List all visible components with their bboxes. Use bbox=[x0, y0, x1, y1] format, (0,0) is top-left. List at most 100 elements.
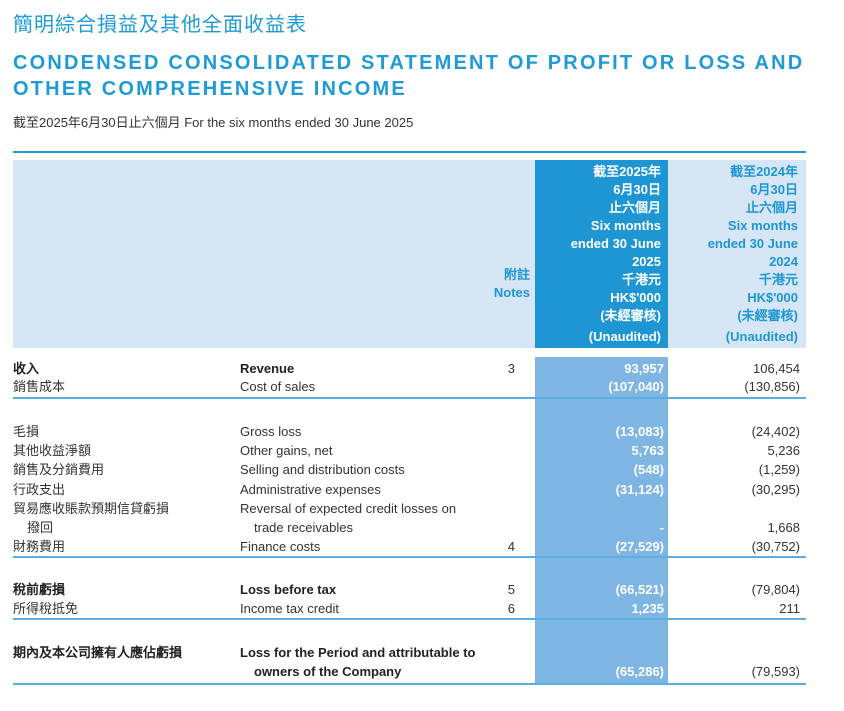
value-2025: 1,235 bbox=[631, 601, 664, 616]
header-col-2025: 截至2025年 6月30日止六個月 Six months ended 30 June 2… bbox=[535, 163, 661, 349]
header-2024-line: ended 30 June bbox=[707, 236, 798, 251]
table-row: 財務費用 Finance costs 4 (27,529) (30,752) bbox=[0, 537, 844, 556]
section-rule bbox=[13, 556, 806, 558]
label-zh: 貿易應收賬款預期信貸虧損 bbox=[13, 501, 170, 516]
label-en: owners of the Company bbox=[254, 664, 402, 679]
header-2025-line: (未經審核) bbox=[600, 308, 661, 323]
header-2024-line: (Unaudited) bbox=[725, 329, 798, 344]
note-ref: 5 bbox=[507, 582, 515, 597]
table-row: 行政支出 Administrative expenses (31,124) (30,2… bbox=[0, 480, 844, 499]
table-row: 銷售成本 Cost of sales (107,040) (130,856) bbox=[0, 377, 844, 396]
label-en: Reversal of expected credit losses on bbox=[240, 501, 457, 516]
top-rule bbox=[13, 151, 806, 153]
header-2025-line: ended 30 June bbox=[570, 236, 661, 251]
value-2025: - bbox=[659, 520, 664, 535]
section-rule bbox=[13, 618, 806, 620]
subtitle-period: 截至2025年6月30日止六個月 For the six months ende… bbox=[13, 115, 414, 130]
label-en: Finance costs bbox=[240, 539, 321, 554]
value-2025: (107,040) bbox=[608, 379, 664, 394]
header-2025-line: Six months bbox=[590, 218, 661, 233]
header-2025-highlight bbox=[535, 160, 668, 348]
label-en: Income tax credit bbox=[240, 601, 339, 616]
header-2024-line: 止六個月 bbox=[745, 200, 798, 215]
table-row: 撥回 trade receivables - 1,668 bbox=[0, 518, 844, 537]
section-rule bbox=[13, 683, 806, 685]
value-2024: (1,259) bbox=[758, 462, 800, 477]
value-2025: (31,124) bbox=[615, 482, 664, 497]
notes-label-zh: 附註 bbox=[503, 267, 530, 282]
note-ref: 3 bbox=[507, 361, 515, 376]
label-en: Loss for the Period and attributable to bbox=[240, 645, 476, 660]
note-ref: 6 bbox=[507, 601, 515, 616]
table-row: 所得稅抵免 Income tax credit 6 1,235 211 bbox=[0, 599, 844, 618]
label-en: Administrative expenses bbox=[240, 482, 381, 497]
header-2024-line: 千港元 bbox=[758, 272, 798, 287]
header-2025-line: 6月30日 bbox=[613, 182, 661, 197]
value-2024: 5,236 bbox=[767, 443, 800, 458]
label-zh: 所得稅抵免 bbox=[13, 601, 79, 616]
label-zh: 稅前虧損 bbox=[13, 582, 66, 597]
value-2025: (66,521) bbox=[615, 582, 664, 597]
header-2025-line: 2025 bbox=[632, 254, 661, 269]
header-2024-line: 2024 bbox=[769, 254, 798, 269]
value-2024: 1,668 bbox=[767, 520, 800, 535]
label-zh: 期內及本公司擁有人應佔虧損 bbox=[13, 645, 183, 660]
header-2024-line: 截至2024年 bbox=[730, 164, 798, 179]
value-2025: (13,083) bbox=[615, 424, 664, 439]
value-2025: (65,286) bbox=[615, 664, 664, 679]
header-2024-line: 6月30日 bbox=[750, 182, 798, 197]
value-2025: (548) bbox=[633, 462, 664, 477]
header-2024-line: (未經審核) bbox=[737, 308, 798, 323]
header-notes: 附註 Notes bbox=[470, 266, 530, 302]
value-2024: 211 bbox=[779, 601, 800, 616]
value-2025: 5,763 bbox=[631, 443, 664, 458]
note-ref: 4 bbox=[507, 539, 515, 554]
value-2024: (79,593) bbox=[751, 664, 800, 679]
label-zh: 銷售及分銷費用 bbox=[13, 462, 105, 477]
label-zh: 財務費用 bbox=[13, 539, 66, 554]
notes-label-en: Notes bbox=[493, 285, 530, 300]
header-2025-line: 千港元 bbox=[621, 272, 661, 287]
value-2025: (27,529) bbox=[615, 539, 664, 554]
table-row: 收入 Revenue 3 93,957 106,454 bbox=[0, 359, 844, 378]
label-en: Loss before tax bbox=[240, 582, 337, 597]
label-en: Revenue bbox=[240, 361, 295, 376]
label-en: Selling and distribution costs bbox=[240, 462, 405, 477]
header-2025-line: (Unaudited) bbox=[588, 329, 661, 344]
label-zh: 銷售成本 bbox=[13, 379, 66, 394]
column-2025-highlight bbox=[535, 357, 668, 684]
label-zh: 撥回 bbox=[27, 520, 54, 535]
value-2024: (30,295) bbox=[751, 482, 800, 497]
value-2025: 93,957 bbox=[624, 361, 664, 376]
table-row: 貿易應收賬款預期信貸虧損 Reversal of expected credit … bbox=[0, 499, 844, 518]
label-en: Cost of sales bbox=[240, 379, 316, 394]
table-row: owners of the Company (65,286) (79,593) bbox=[0, 662, 844, 681]
label-zh: 其他收益淨額 bbox=[13, 443, 92, 458]
table-row: 期內及本公司擁有人應佔虧損 Loss for the Period and att… bbox=[0, 643, 844, 662]
header-col-2024: 截至2024年 6月30日止六個月 Six months ended 30 June 2… bbox=[670, 163, 798, 349]
value-2024: (79,804) bbox=[751, 582, 800, 597]
header-2024-line: HK$'000 bbox=[747, 290, 798, 305]
label-zh: 行政支出 bbox=[13, 482, 66, 497]
header-2025-line: HK$'000 bbox=[610, 290, 661, 305]
value-2024: (30,752) bbox=[751, 539, 800, 554]
header-2025-line: 止六個月 bbox=[608, 200, 661, 215]
table-row: 銷售及分銷費用 Selling and distribution costs (54… bbox=[0, 460, 844, 479]
label-en: Gross loss bbox=[240, 424, 302, 439]
label-en: trade receivables bbox=[254, 520, 353, 535]
label-zh: 收入 bbox=[13, 361, 40, 376]
header-background bbox=[13, 160, 806, 348]
section-rule bbox=[13, 397, 806, 399]
title-english: CONDENSED CONSOLIDATED STATEMENT OF PROF… bbox=[13, 52, 805, 100]
table-row: 稅前虧損 Loss before tax 5 (66,521) (79,804) bbox=[0, 580, 844, 599]
label-zh: 毛損 bbox=[13, 424, 40, 439]
header-2024-line: Six months bbox=[727, 218, 798, 233]
value-2024: 106,454 bbox=[753, 361, 800, 376]
title-chinese: 簡明綜合損益及其他全面收益表 bbox=[13, 14, 307, 36]
label-en: Other gains, net bbox=[240, 443, 333, 458]
table-row: 毛損 Gross loss (13,083) (24,402) bbox=[0, 422, 844, 441]
value-2024: (130,856) bbox=[744, 379, 800, 394]
table-row: 其他收益淨額 Other gains, net 5,763 5,236 bbox=[0, 441, 844, 460]
value-2024: (24,402) bbox=[751, 424, 800, 439]
header-2025-line: 截至2025年 bbox=[593, 164, 661, 179]
